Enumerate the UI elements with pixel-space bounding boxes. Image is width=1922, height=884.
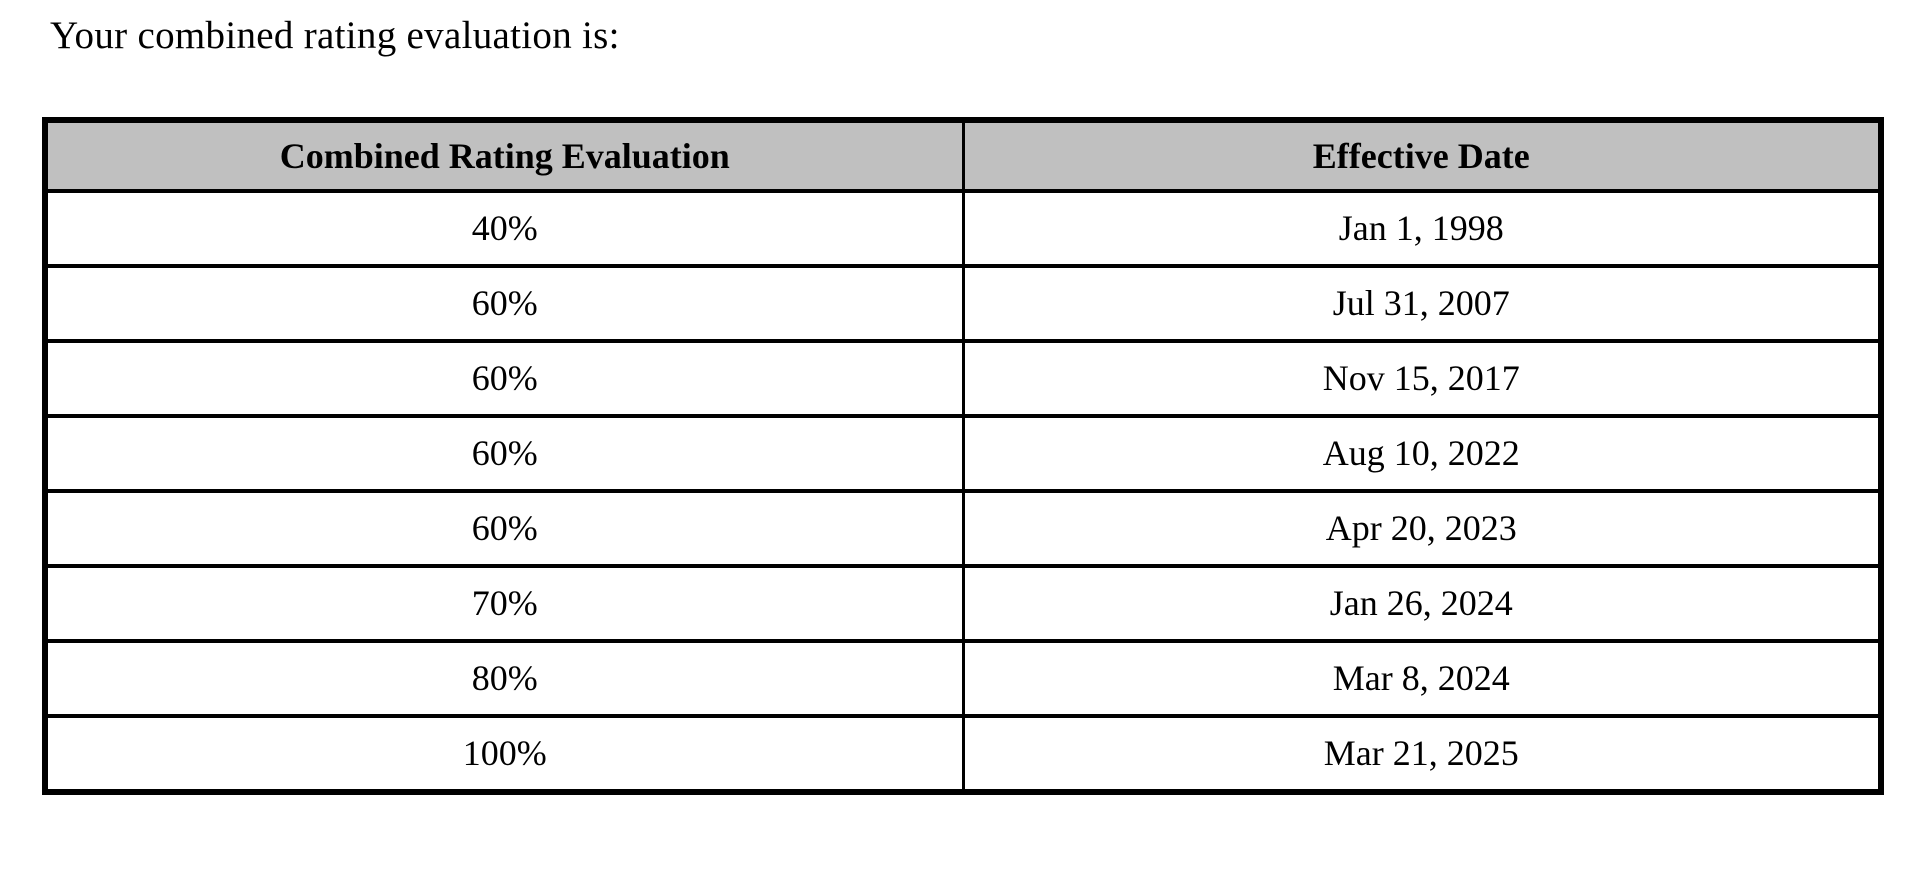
column-header-effective-date: Effective Date xyxy=(961,117,1883,193)
table-row: 60% Apr 20, 2023 xyxy=(43,488,1883,568)
table-row: 60% Jul 31, 2007 xyxy=(43,263,1883,343)
date-cell: Mar 8, 2024 xyxy=(961,638,1883,718)
intro-text: Your combined rating evaluation is: xyxy=(50,14,620,57)
rating-cell: 60% xyxy=(43,338,965,418)
combined-rating-table: Combined Rating Evaluation Effective Dat… xyxy=(42,116,1884,795)
rating-cell: 60% xyxy=(43,413,965,493)
table-row: 60% Nov 15, 2017 xyxy=(43,338,1883,418)
rating-cell: 70% xyxy=(43,563,965,643)
date-cell: Jan 26, 2024 xyxy=(961,563,1883,643)
rating-cell: 60% xyxy=(43,488,965,568)
table-row: 100% Mar 21, 2025 xyxy=(43,713,1883,794)
date-cell: Jul 31, 2007 xyxy=(961,263,1883,343)
date-cell: Jan 1, 1998 xyxy=(961,188,1883,268)
table-row: 80% Mar 8, 2024 xyxy=(43,638,1883,718)
date-cell: Mar 21, 2025 xyxy=(961,713,1883,794)
column-header-combined-rating: Combined Rating Evaluation xyxy=(43,117,965,193)
table-row: 40% Jan 1, 1998 xyxy=(43,188,1883,268)
rating-cell: 100% xyxy=(43,713,965,794)
date-cell: Nov 15, 2017 xyxy=(961,338,1883,418)
header-row: Combined Rating Evaluation Effective Dat… xyxy=(43,117,1883,193)
date-cell: Aug 10, 2022 xyxy=(961,413,1883,493)
rating-table-body: 40% Jan 1, 1998 60% Jul 31, 2007 60% Nov 15, … xyxy=(43,188,1883,794)
table-row: 70% Jan 26, 2024 xyxy=(43,563,1883,643)
table-header: Combined Rating Evaluation Effective Dat… xyxy=(43,117,1883,193)
table-row: 60% Aug 10, 2022 xyxy=(43,413,1883,493)
rating-cell: 80% xyxy=(43,638,965,718)
rating-cell: 60% xyxy=(43,263,965,343)
date-cell: Apr 20, 2023 xyxy=(961,488,1883,568)
rating-cell: 40% xyxy=(43,188,965,268)
